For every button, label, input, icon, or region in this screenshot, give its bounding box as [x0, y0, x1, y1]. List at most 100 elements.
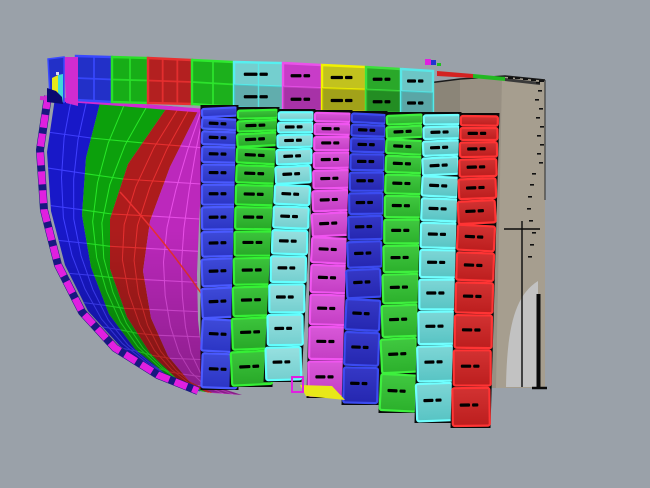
hull-plate[interactable] [457, 177, 498, 201]
hull-plate[interactable] [312, 168, 351, 190]
hull-plate[interactable] [276, 133, 314, 149]
hull-plate[interactable] [342, 366, 380, 405]
deck-panel-7[interactable] [364, 65, 403, 115]
hull-plate[interactable] [309, 263, 349, 295]
hull-plate[interactable] [200, 230, 239, 258]
hull-plate[interactable] [385, 113, 425, 126]
hull-plate[interactable] [422, 125, 461, 141]
hull-plate[interactable] [269, 255, 308, 284]
hull-plate[interactable] [234, 183, 278, 207]
deck-panel-8[interactable] [399, 67, 435, 116]
hull-plate[interactable] [236, 118, 279, 133]
hull-plate[interactable] [385, 124, 424, 140]
hull-plate[interactable] [235, 164, 278, 185]
hull-plate[interactable] [350, 123, 387, 138]
hull-plate[interactable] [311, 188, 351, 213]
hull-plate[interactable] [459, 114, 499, 127]
deck-panel-1[interactable] [110, 55, 150, 105]
hull-plate[interactable] [384, 154, 424, 175]
hull-plate[interactable] [459, 126, 499, 142]
hull-plate[interactable] [233, 230, 276, 257]
hull-plate[interactable] [350, 112, 388, 125]
hull-plate[interactable] [422, 113, 461, 126]
hull-plate[interactable] [234, 206, 277, 231]
hull-plate[interactable] [308, 325, 347, 361]
hull-plate[interactable] [200, 163, 239, 184]
hull-plate[interactable] [235, 146, 279, 166]
hull-plate[interactable] [200, 106, 239, 119]
deck-panel-2[interactable] [146, 56, 194, 106]
hull-plate[interactable] [384, 138, 424, 156]
hull-plate[interactable] [200, 183, 239, 206]
hull-plate[interactable] [381, 272, 421, 305]
hull-plate[interactable] [200, 257, 239, 288]
hull-plate[interactable] [277, 121, 315, 134]
hull-plate[interactable] [200, 130, 239, 147]
hull-plate[interactable] [344, 298, 382, 332]
hull-plate[interactable] [379, 336, 420, 375]
hull-plate[interactable] [200, 205, 239, 231]
hull-plate[interactable] [383, 218, 422, 245]
hull-plate[interactable] [268, 283, 306, 314]
hull-plate[interactable] [453, 313, 494, 350]
hull-plate[interactable] [349, 153, 386, 172]
hull-plate[interactable] [347, 191, 385, 216]
hull-plate[interactable] [264, 345, 303, 382]
hull-plate[interactable] [347, 214, 384, 241]
hull-plate[interactable] [236, 108, 280, 120]
hull-plate[interactable] [230, 316, 274, 351]
deck-panel-4[interactable] [232, 60, 285, 112]
hull-plate[interactable] [200, 145, 239, 164]
hull-plate[interactable] [308, 293, 348, 327]
hull-plate[interactable] [416, 344, 455, 383]
hull-plate[interactable] [454, 281, 495, 315]
hull-plate[interactable] [313, 122, 352, 136]
hull-plate[interactable] [414, 381, 455, 423]
hull-plate[interactable] [378, 372, 419, 413]
hull-plate[interactable] [456, 199, 497, 226]
hull-plate[interactable] [418, 248, 458, 279]
hull-plate[interactable] [277, 111, 315, 122]
hull-plate[interactable] [419, 221, 459, 250]
hull-plate[interactable] [272, 205, 310, 230]
hull-plate[interactable] [270, 229, 309, 256]
hull-plate[interactable] [232, 256, 276, 286]
hull-plate[interactable] [349, 137, 387, 154]
hull-plate[interactable] [274, 164, 313, 185]
hull-plate[interactable] [458, 157, 498, 178]
hull-plate[interactable] [310, 211, 350, 238]
hull-plate[interactable] [310, 236, 350, 265]
hull-plate[interactable] [451, 386, 491, 428]
hull-plate[interactable] [345, 267, 383, 300]
deck-panel-6[interactable] [320, 63, 368, 114]
hull-plate[interactable] [383, 194, 423, 219]
hull-plate[interactable] [266, 313, 304, 347]
hull-plate[interactable] [418, 278, 457, 311]
deck-panel-3[interactable] [190, 58, 236, 109]
hull-plate[interactable] [235, 131, 279, 149]
hull-plate[interactable] [455, 223, 497, 253]
hull-plate[interactable] [380, 303, 420, 339]
hull-plate[interactable] [420, 175, 460, 199]
hull-plate[interactable] [384, 173, 423, 196]
hull-plate[interactable] [455, 251, 496, 283]
hull-plate[interactable] [420, 197, 459, 223]
hull-plate[interactable] [417, 310, 456, 346]
hull-plate[interactable] [312, 151, 351, 170]
hull-plate[interactable] [200, 116, 239, 132]
hull-plate[interactable] [343, 330, 381, 367]
deck-panel-0[interactable] [74, 54, 114, 104]
hull-plate[interactable] [452, 349, 492, 387]
hull-plate[interactable] [458, 141, 499, 159]
hull-plate[interactable] [313, 135, 352, 152]
hull-plate[interactable] [346, 240, 384, 269]
hull-plate[interactable] [348, 171, 385, 192]
deck-panel-5[interactable] [281, 61, 324, 113]
hull-plate[interactable] [275, 147, 313, 166]
hull-plate[interactable] [421, 155, 461, 177]
hull-plate[interactable] [382, 244, 421, 274]
hull-plate[interactable] [273, 183, 312, 207]
hull-plate[interactable] [421, 139, 461, 157]
hull-plate[interactable] [313, 111, 353, 124]
